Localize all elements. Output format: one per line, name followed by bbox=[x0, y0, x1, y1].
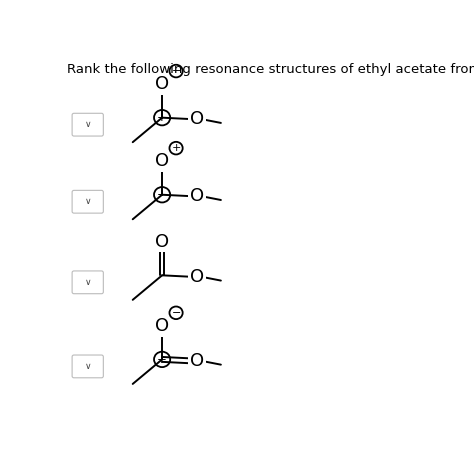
Text: ∨: ∨ bbox=[84, 197, 91, 206]
Text: ∨: ∨ bbox=[84, 362, 91, 371]
Text: ∨: ∨ bbox=[84, 278, 91, 287]
FancyBboxPatch shape bbox=[72, 190, 103, 213]
Text: O: O bbox=[190, 187, 204, 206]
Text: −: − bbox=[157, 188, 167, 201]
Text: O: O bbox=[155, 75, 169, 93]
Text: ∨: ∨ bbox=[84, 120, 91, 129]
Text: O: O bbox=[155, 317, 169, 335]
FancyBboxPatch shape bbox=[72, 271, 103, 294]
Text: O: O bbox=[155, 233, 169, 251]
Text: −: − bbox=[172, 66, 181, 76]
Text: +: + bbox=[157, 111, 167, 124]
Text: +: + bbox=[172, 143, 181, 153]
FancyBboxPatch shape bbox=[72, 113, 103, 136]
FancyBboxPatch shape bbox=[72, 355, 103, 378]
Text: O: O bbox=[190, 352, 204, 370]
Text: O: O bbox=[190, 111, 204, 128]
Text: Rank the following resonance structures of ethyl acetate from best to worst: Rank the following resonance structures … bbox=[66, 63, 474, 76]
Text: O: O bbox=[155, 152, 169, 170]
Text: +: + bbox=[157, 353, 167, 366]
Text: O: O bbox=[190, 268, 204, 286]
Text: −: − bbox=[172, 308, 181, 318]
